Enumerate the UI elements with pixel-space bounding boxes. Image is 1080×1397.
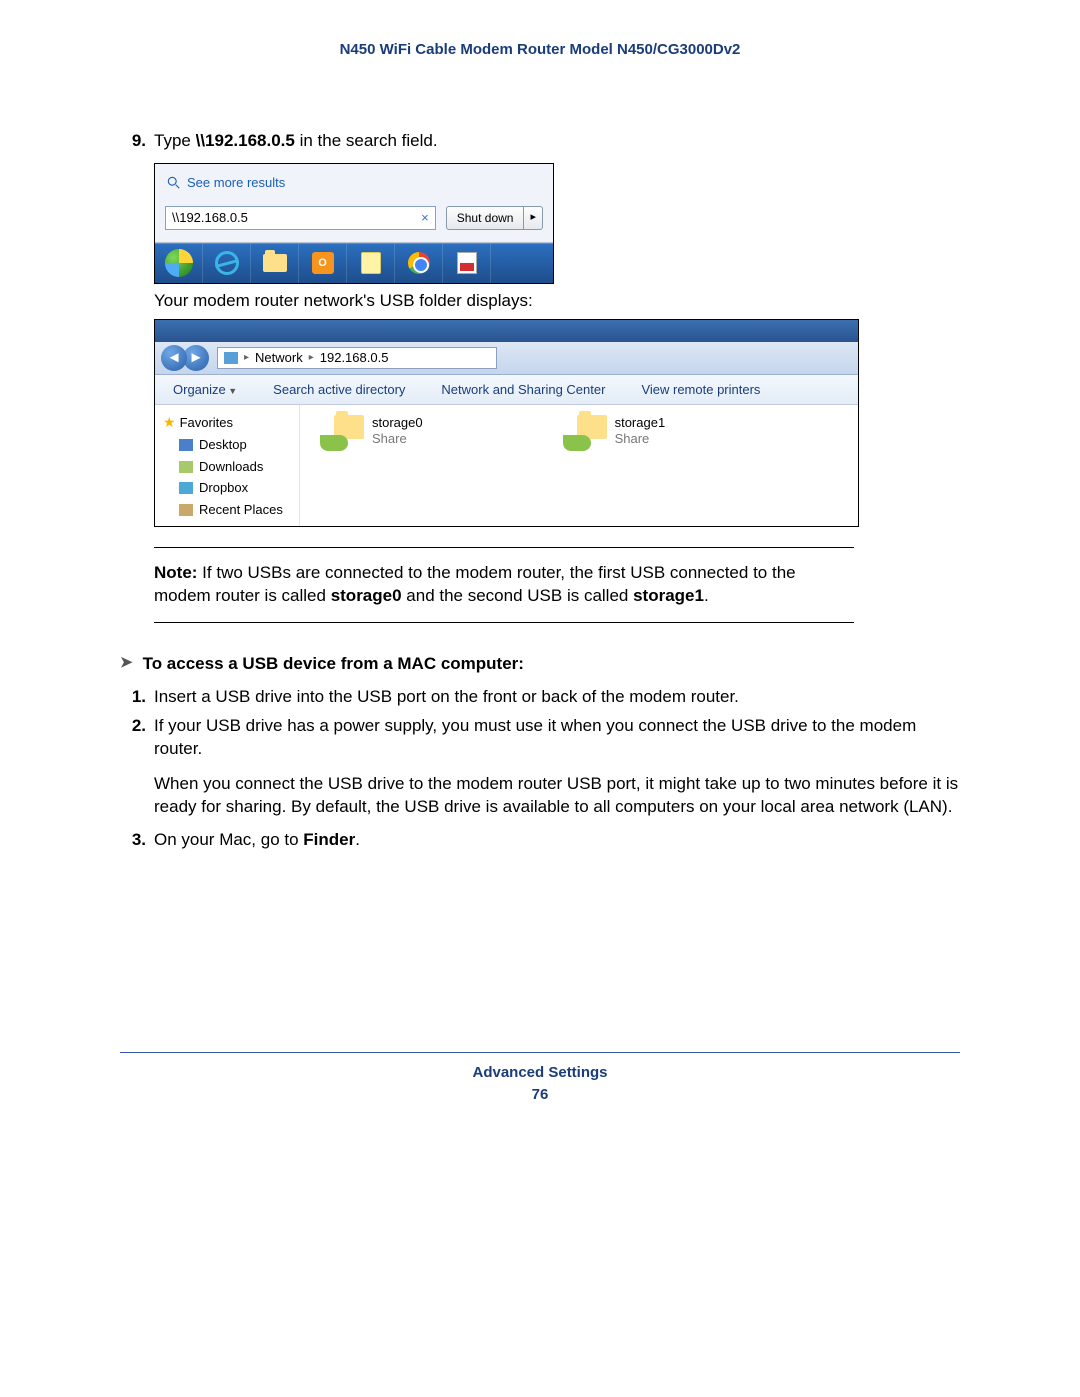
taskbar: O <box>155 243 553 283</box>
sidebar-dropbox[interactable]: Dropbox <box>159 477 295 499</box>
start-menu-screenshot: See more results \\192.168.0.5 × Shut do… <box>154 163 554 284</box>
favorites-label: Favorites <box>180 414 233 432</box>
share-storage1[interactable]: storage1 Share <box>563 415 666 516</box>
explorer-navbar: ◄ ► ▸ Network ▸ 192.168.0.5 <box>155 342 858 375</box>
step-text: Type \\192.168.0.5 in the search field. <box>154 130 960 153</box>
outlook-icon: O <box>312 252 334 274</box>
downloads-icon <box>179 461 193 473</box>
label: Recent Places <box>199 501 283 519</box>
note-block: Note: If two USBs are connected to the m… <box>154 547 854 623</box>
search-ad-link[interactable]: Search active directory <box>255 375 423 405</box>
mac-step-2: 2. If your USB drive has a power supply,… <box>120 715 960 819</box>
window-titlebar <box>155 320 858 342</box>
step-number: 1. <box>120 686 146 709</box>
step-number: 9. <box>120 130 146 153</box>
explorer-sidebar: ★ Favorites Desktop Downloads Dropbox Re… <box>155 405 300 526</box>
footer-section: Advanced Settings <box>120 1063 960 1083</box>
note-text: and the second USB is called <box>402 586 634 605</box>
taskbar-notes[interactable] <box>347 244 395 283</box>
sticky-note-icon <box>361 252 381 274</box>
recent-icon <box>179 504 193 516</box>
see-more-results-link[interactable]: See more results <box>165 170 543 196</box>
chrome-icon <box>408 252 430 274</box>
network-sharing-link[interactable]: Network and Sharing Center <box>423 375 623 405</box>
text: in the search field. <box>295 131 438 150</box>
note-bold: storage0 <box>331 586 402 605</box>
view-printers-link[interactable]: View remote printers <box>623 375 778 405</box>
breadcrumb-network[interactable]: Network <box>255 349 303 367</box>
search-value: \\192.168.0.5 <box>172 209 248 227</box>
step-9: 9. Type \\192.168.0.5 in the search fiel… <box>120 130 960 153</box>
text: Type <box>154 131 196 150</box>
favorites-heading[interactable]: ★ Favorites <box>159 411 295 434</box>
text: . <box>355 830 360 849</box>
see-more-label: See more results <box>187 174 285 192</box>
mac-step-1: 1. Insert a USB drive into the USB port … <box>120 686 960 709</box>
label: Dropbox <box>199 479 248 497</box>
mac-step-3: 3. On your Mac, go to Finder. <box>120 829 960 852</box>
ie-icon <box>215 251 239 275</box>
shutdown-menu-arrow[interactable]: ▸ <box>524 206 543 230</box>
shutdown-button[interactable]: Shut down <box>446 206 525 230</box>
note-label: Note: <box>154 563 197 582</box>
explorer-content: storage0 Share storage1 Share <box>300 405 858 526</box>
share-type: Share <box>372 431 423 447</box>
explorer-screenshot: ◄ ► ▸ Network ▸ 192.168.0.5 Organize Sea… <box>154 319 859 528</box>
doc-header: N450 WiFi Cable Modem Router Model N450/… <box>120 40 960 60</box>
step-number: 2. <box>120 715 146 819</box>
share-name: storage0 <box>372 415 423 431</box>
sidebar-downloads[interactable]: Downloads <box>159 456 295 478</box>
step-text: Insert a USB drive into the USB port on … <box>154 686 960 709</box>
ip-address: \\192.168.0.5 <box>196 131 295 150</box>
address-bar[interactable]: ▸ Network ▸ 192.168.0.5 <box>217 347 497 369</box>
pdf-icon <box>457 252 477 274</box>
text: When you connect the USB drive to the mo… <box>154 773 960 819</box>
proc-arrow-icon: ➤ <box>120 653 133 676</box>
sidebar-recent[interactable]: Recent Places <box>159 499 295 521</box>
start-panel: See more results \\192.168.0.5 × Shut do… <box>155 164 553 243</box>
label: Downloads <box>199 458 263 476</box>
step-text: If your USB drive has a power supply, yo… <box>154 715 960 819</box>
note-bold: storage1 <box>633 586 704 605</box>
taskbar-chrome[interactable] <box>395 244 443 283</box>
share-storage0[interactable]: storage0 Share <box>320 415 423 516</box>
breadcrumb-ip[interactable]: 192.168.0.5 <box>320 349 389 367</box>
sidebar-desktop[interactable]: Desktop <box>159 434 295 456</box>
label: Desktop <box>199 436 247 454</box>
search-icon <box>167 176 181 190</box>
clear-icon[interactable]: × <box>421 209 429 227</box>
step-number: 3. <box>120 829 146 852</box>
start-button[interactable] <box>155 244 203 283</box>
share-icon <box>320 415 364 451</box>
taskbar-outlook[interactable]: O <box>299 244 347 283</box>
proc-title: To access a USB device from a MAC comput… <box>143 653 524 676</box>
explorer-toolbar: Organize Search active directory Network… <box>155 375 858 406</box>
windows-logo-icon <box>165 249 193 277</box>
taskbar-ie[interactable] <box>203 244 251 283</box>
finder-bold: Finder <box>303 830 355 849</box>
folder-icon <box>263 254 287 272</box>
text: On your Mac, go to <box>154 830 303 849</box>
share-type: Share <box>615 431 666 447</box>
back-button[interactable]: ◄ <box>161 345 187 371</box>
caption-1: Your modem router network's USB folder d… <box>154 290 960 313</box>
page-number: 76 <box>120 1085 960 1105</box>
organize-menu[interactable]: Organize <box>155 375 255 405</box>
taskbar-explorer[interactable] <box>251 244 299 283</box>
step-text: On your Mac, go to Finder. <box>154 829 960 852</box>
search-input[interactable]: \\192.168.0.5 × <box>165 206 436 230</box>
text: If your USB drive has a power supply, yo… <box>154 715 960 761</box>
share-icon <box>563 415 607 451</box>
breadcrumb-sep: ▸ <box>309 351 314 365</box>
taskbar-pdf[interactable] <box>443 244 491 283</box>
dropbox-icon <box>179 482 193 494</box>
star-icon: ★ <box>163 413 176 432</box>
note-text: . <box>704 586 709 605</box>
computer-icon <box>224 352 238 364</box>
footer: Advanced Settings 76 <box>120 1052 960 1106</box>
desktop-icon <box>179 439 193 451</box>
share-name: storage1 <box>615 415 666 431</box>
breadcrumb-sep: ▸ <box>244 351 249 365</box>
procedure-heading: ➤ To access a USB device from a MAC comp… <box>120 653 960 676</box>
